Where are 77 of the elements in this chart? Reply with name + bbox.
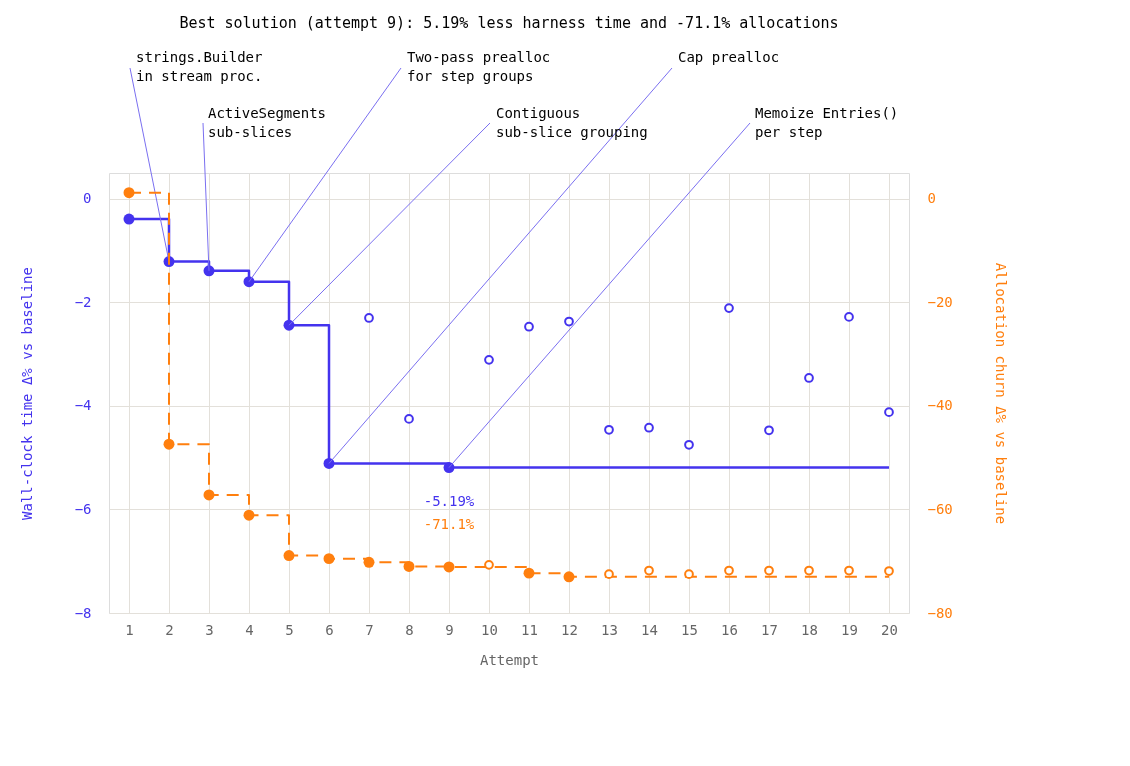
- x-tick-label: 4: [245, 621, 254, 638]
- point: [283, 550, 295, 562]
- point: [604, 569, 614, 580]
- x-tick-label: 11: [521, 621, 538, 638]
- x-tick-label: 3: [205, 621, 214, 638]
- point: [523, 567, 535, 579]
- x-tick-label: 18: [801, 621, 818, 638]
- x-tick-label: 14: [641, 621, 658, 638]
- y2-tick-label: −40: [927, 397, 953, 414]
- annotation: ActiveSegments sub-slices: [208, 105, 327, 140]
- chart-title: Best solution (attempt 9): 5.19% less harness time and -71.1% allocations: [179, 14, 839, 32]
- point: [203, 489, 215, 501]
- x-tick-label: 6: [325, 621, 334, 638]
- point: [363, 556, 375, 568]
- y2-tick-label: −20: [927, 293, 953, 310]
- point: [764, 565, 774, 576]
- x-tick-label: 2: [165, 621, 174, 638]
- point: [684, 439, 694, 450]
- y-tick-label: −6: [74, 500, 92, 517]
- y2-tick-label: −60: [927, 500, 953, 517]
- x-tick-label: 16: [721, 621, 738, 638]
- point: [123, 187, 135, 199]
- x-tick-label: 19: [841, 621, 858, 638]
- y2-axis-title: Allocation churn Δ% vs baseline: [992, 262, 1009, 525]
- x-tick-label: 9: [445, 621, 454, 638]
- data-label: -5.19%: [423, 492, 475, 509]
- annotation: Memoize Entries() per step: [755, 105, 899, 140]
- x-tick-label: 7: [365, 621, 374, 638]
- point: [443, 561, 455, 573]
- point: [403, 560, 415, 572]
- point: [404, 414, 414, 424]
- point: [564, 316, 574, 327]
- point: [524, 321, 534, 332]
- point: [844, 312, 854, 322]
- annotation: Contiguous sub-slice grouping: [496, 105, 648, 140]
- y-tick-label: −2: [74, 293, 92, 310]
- x-tick-label: 15: [681, 621, 698, 638]
- y-tick-label: 0: [83, 190, 92, 207]
- y2-tick-label: 0: [927, 190, 936, 207]
- x-tick-label: 12: [561, 621, 578, 638]
- x-tick-label: 17: [761, 621, 778, 638]
- data-label: -71.1%: [423, 515, 475, 532]
- x-tick-label: 10: [481, 621, 498, 638]
- point: [364, 313, 374, 323]
- point: [644, 565, 654, 576]
- x-tick-label: 8: [405, 621, 414, 638]
- annotation: strings.Builder in stream proc.: [136, 49, 263, 84]
- x-axis-title: Attempt: [479, 651, 540, 668]
- annotation: Cap prealloc: [678, 49, 780, 65]
- y-tick-label: −8: [74, 604, 92, 621]
- point: [323, 457, 335, 469]
- y-tick-label: −4: [74, 397, 92, 414]
- point: [884, 407, 894, 418]
- point: [484, 355, 494, 365]
- point: [764, 425, 774, 436]
- point: [604, 424, 614, 435]
- point: [243, 509, 255, 521]
- x-tick-label: 5: [285, 621, 294, 638]
- annotation: Two-pass prealloc for step groups: [407, 49, 551, 84]
- x-tick-label: 1: [125, 621, 134, 638]
- point: [644, 422, 654, 433]
- point: [724, 303, 734, 313]
- y2-tick-label: −80: [927, 604, 953, 621]
- point: [804, 373, 814, 383]
- point: [123, 213, 135, 225]
- x-tick-label: 13: [601, 621, 618, 638]
- point: [684, 569, 694, 580]
- point: [724, 565, 734, 576]
- point: [844, 565, 854, 576]
- point: [563, 571, 575, 583]
- x-tick-label: 20: [881, 621, 898, 638]
- point: [884, 566, 894, 576]
- point: [804, 565, 814, 576]
- y-axis-title: Wall-clock time Δ% vs baseline: [18, 267, 35, 520]
- point: [323, 553, 335, 565]
- point: [484, 559, 494, 570]
- point: [163, 438, 175, 450]
